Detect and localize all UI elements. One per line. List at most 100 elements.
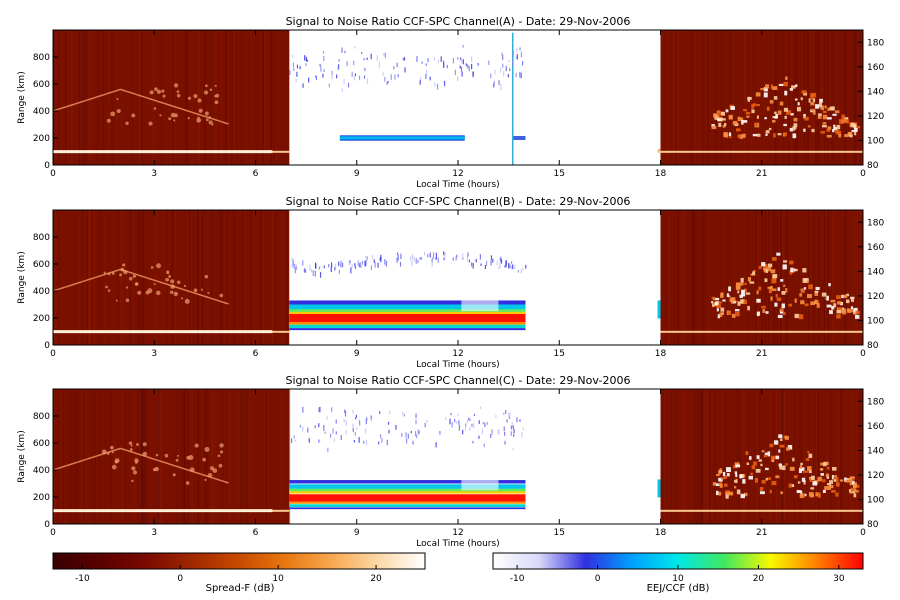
- upper-echo: [521, 432, 523, 438]
- plume-echo: [808, 453, 813, 459]
- plume-echo: [168, 275, 172, 278]
- upper-echo: [407, 433, 409, 439]
- upper-echo: [490, 73, 492, 79]
- noise-streak: [160, 210, 162, 345]
- plume-echo: [135, 282, 139, 286]
- plume-echo: [173, 119, 176, 122]
- x-tick-label: 3: [151, 169, 157, 179]
- colorbar-tick-label: 20: [370, 574, 382, 584]
- noise-streak: [231, 30, 233, 165]
- plume-echo: [826, 134, 832, 138]
- upper-echo: [329, 433, 332, 438]
- colorbar-eej-ccf: -10 0 10 20 30 EEJ/CCF (dB): [492, 552, 864, 594]
- upper-echo: [355, 417, 357, 420]
- plume-echo: [767, 263, 773, 268]
- noise-streak: [699, 389, 701, 524]
- plume-echo: [781, 303, 785, 309]
- upper-echo: [505, 409, 507, 414]
- noise-streak: [817, 30, 819, 165]
- plume-echo: [734, 462, 740, 467]
- noise-streak: [207, 210, 209, 345]
- noise-streak: [691, 30, 693, 165]
- plume-echo: [214, 100, 219, 105]
- plume-echo: [197, 116, 200, 119]
- plume-echo: [154, 87, 158, 92]
- spread-f-plume-late: [711, 252, 860, 320]
- noise-streak: [53, 30, 55, 165]
- noise-streak: [80, 30, 82, 165]
- y-tick-label: 0: [44, 520, 50, 530]
- noise-streak: [150, 389, 152, 524]
- plume-echo: [833, 127, 838, 131]
- upper-echo: [512, 51, 514, 57]
- noise-streak: [705, 389, 707, 524]
- plume-echo: [718, 470, 721, 475]
- upper-echo: [302, 260, 304, 266]
- plume-echo: [770, 455, 775, 461]
- plume-echo: [773, 133, 776, 138]
- noise-streak: [111, 30, 113, 165]
- upper-echo: [509, 264, 511, 268]
- plume-echo: [215, 93, 220, 98]
- upper-echo: [308, 77, 310, 83]
- noise-streak: [800, 389, 802, 524]
- upper-echo: [522, 267, 524, 271]
- plume-echo: [725, 109, 729, 113]
- upper-echo: [343, 409, 346, 414]
- x-tick-label: 15: [554, 169, 565, 179]
- noise-streak: [787, 210, 789, 345]
- upper-echo: [512, 425, 514, 429]
- plume-echo: [794, 268, 798, 272]
- plume-echo: [822, 479, 826, 483]
- noise-streak: [781, 389, 783, 524]
- plume-echo: [822, 489, 826, 493]
- noise-streak: [153, 210, 155, 345]
- plume-echo: [176, 280, 181, 285]
- plume-echo: [851, 488, 857, 492]
- upper-echo: [458, 424, 460, 431]
- noise-streak: [700, 30, 702, 165]
- upper-echo: [379, 434, 382, 439]
- upper-echo: [385, 261, 387, 266]
- plume-echo: [793, 475, 798, 479]
- noise-streak: [258, 210, 260, 345]
- noise-streak: [191, 30, 193, 165]
- plume-echo: [792, 457, 795, 462]
- upper-echo: [503, 412, 505, 415]
- spread-f-segment: [53, 389, 290, 524]
- plume-echo: [756, 133, 761, 137]
- upper-echo: [302, 406, 304, 413]
- upper-echo: [341, 88, 343, 92]
- plume-echo: [853, 493, 857, 498]
- noise-streak: [743, 210, 745, 345]
- plume-echo: [789, 260, 794, 265]
- noise-streak: [102, 30, 104, 165]
- snr-panel: Signal to Noise Ratio CCF-SPC Channel(A)…: [17, 15, 884, 190]
- noise-streak: [860, 30, 862, 165]
- upper-echo: [352, 427, 354, 433]
- upper-echo: [404, 67, 406, 73]
- plume-echo: [836, 310, 842, 314]
- noise-streak: [161, 389, 163, 524]
- plume-echo: [794, 98, 798, 101]
- plume-echo: [796, 106, 801, 112]
- plume-echo: [806, 280, 809, 284]
- e-region-bright: [53, 509, 273, 513]
- plume-echo: [812, 481, 817, 486]
- noise-streak: [798, 210, 800, 345]
- upper-echo: [462, 253, 464, 258]
- plume-echo: [787, 444, 793, 450]
- plume-echo: [831, 475, 834, 480]
- noise-streak: [202, 389, 204, 524]
- plume-echo: [743, 299, 748, 304]
- upper-echo: [498, 266, 500, 270]
- plume-echo: [168, 117, 172, 121]
- noise-streak: [682, 389, 684, 524]
- x-tick-label: 9: [354, 528, 360, 538]
- upper-echo: [323, 69, 325, 73]
- plume-echo: [801, 90, 807, 94]
- upper-echo: [377, 262, 379, 268]
- upper-echo: [483, 443, 485, 448]
- plume-echo: [779, 465, 783, 470]
- upper-echo: [295, 265, 297, 270]
